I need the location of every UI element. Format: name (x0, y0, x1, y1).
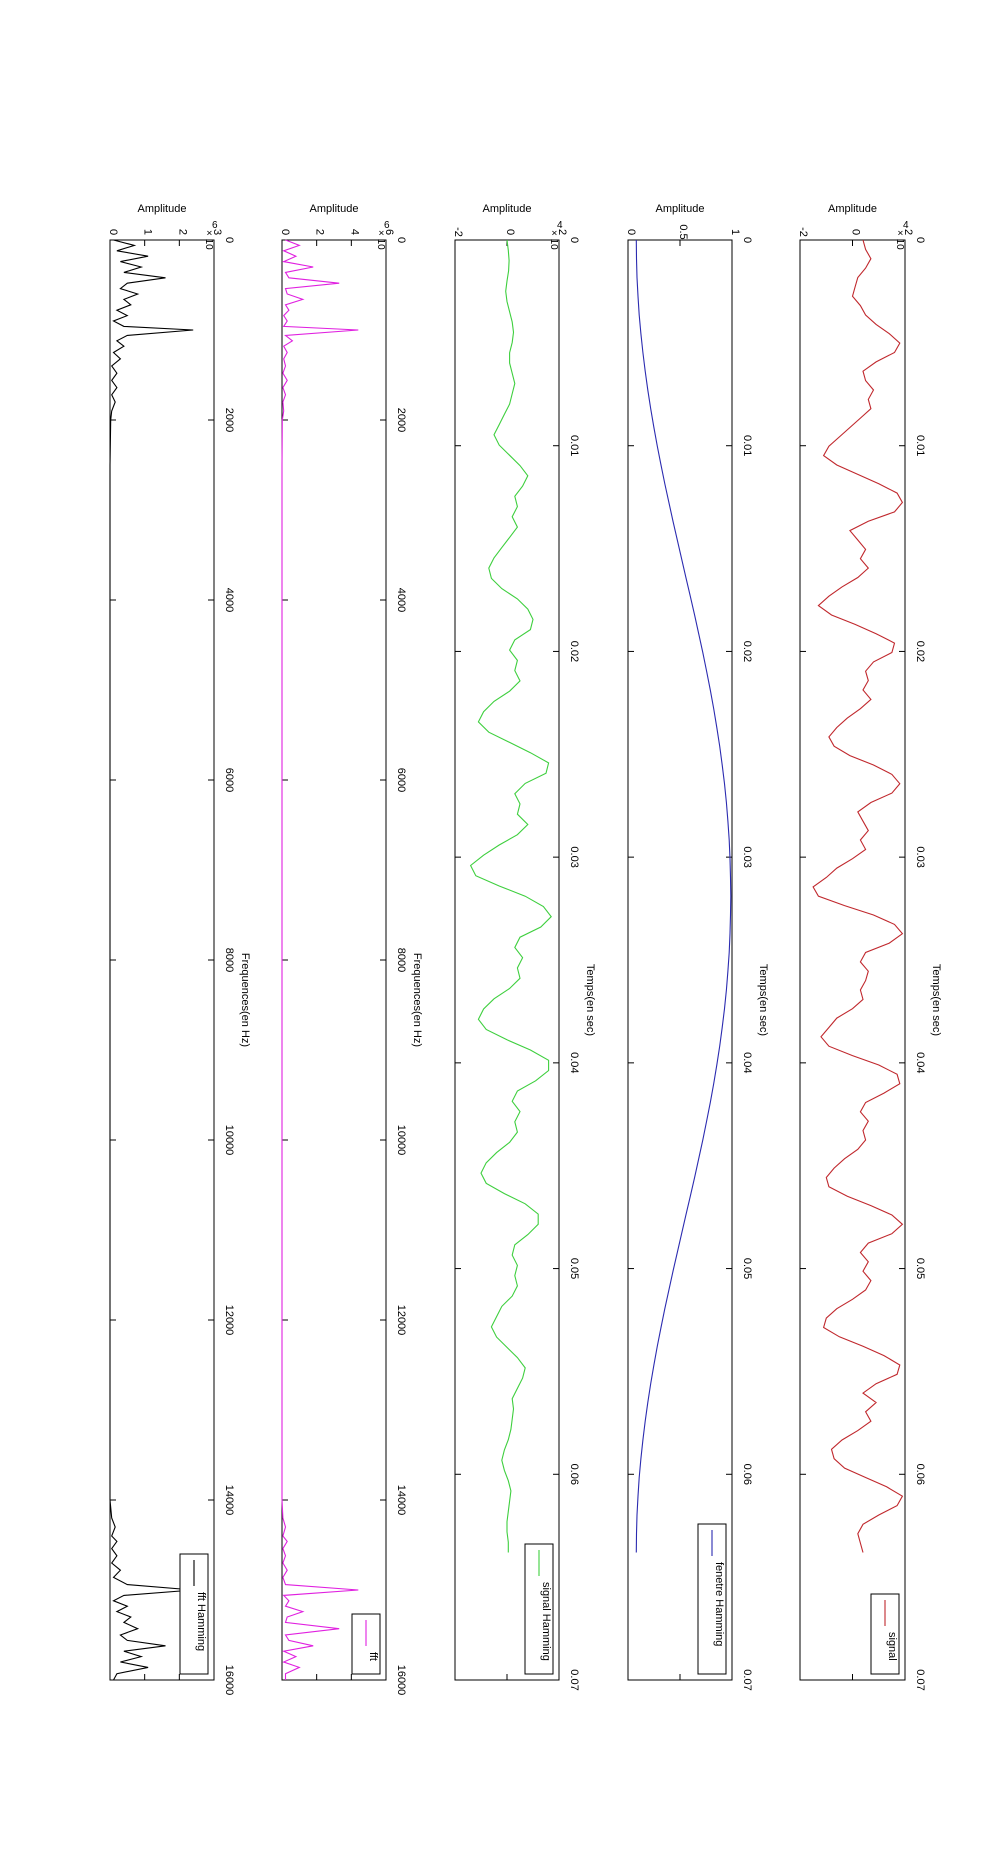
axis-exponent: × 10 (203, 230, 214, 250)
x-tick-label: 6000 (395, 768, 407, 792)
x-tick-label: 6000 (223, 768, 235, 792)
legend-box (870, 1593, 900, 1675)
y-axis-title: Amplitude (656, 203, 705, 215)
x-tick-label: 0 (914, 237, 926, 243)
x-tick-label: 0.03 (568, 846, 580, 867)
x-tick-label: 0.02 (914, 641, 926, 662)
y-tick-label: 0 (107, 229, 119, 235)
x-tick-label: 0.01 (914, 435, 926, 456)
x-tick-label: 0.07 (914, 1669, 926, 1690)
x-tick-label: 12000 (395, 1305, 407, 1336)
y-axis-title: Amplitude (310, 203, 359, 215)
axis-exponent: × 10 (375, 230, 386, 250)
legend-label: signal (886, 1632, 898, 1661)
x-tick-label: 0 (741, 237, 753, 243)
axis-exponent: × 10 (548, 230, 559, 250)
x-tick-label: 16000 (395, 1665, 407, 1696)
series-line-p3-0 (469, 239, 552, 1553)
y-tick-label: -2 (797, 227, 809, 237)
legend-label: fenetre Hamming (713, 1562, 725, 1646)
series-line-p1-0 (812, 239, 904, 1553)
panel-p4: 0 2000 4000 6000 8000 10000 12000 14000 16000 0 2 4… (279, 203, 423, 1695)
x-tick-label: 4000 (395, 588, 407, 612)
y-axis-title: Amplitude (138, 203, 187, 215)
legend-box (524, 1543, 554, 1675)
x-tick-label: 0.01 (741, 435, 753, 456)
x-axis-title: Temps(en sec) (930, 964, 942, 1036)
y-tick-label: 6 (383, 229, 395, 235)
x-tick-label: 8000 (395, 948, 407, 972)
legend-label: signal Hamming (540, 1582, 552, 1661)
x-tick-label: 0.02 (568, 641, 580, 662)
x-tick-label: 0.01 (568, 435, 580, 456)
series-line-p2-0 (635, 239, 732, 1553)
y-tick-label: 1 (142, 229, 154, 235)
axis-exponent-power: 6 (212, 220, 218, 231)
x-tick-label: 0.05 (914, 1258, 926, 1279)
x-tick-label: 0.04 (741, 1052, 753, 1073)
x-tick-label: 0.06 (741, 1464, 753, 1485)
x-tick-label: 0.05 (568, 1258, 580, 1279)
y-tick-label: 2 (314, 229, 326, 235)
y-tick-label: 2 (902, 229, 914, 235)
x-tick-label: 10000 (395, 1125, 407, 1156)
x-tick-label: 0.06 (568, 1464, 580, 1485)
x-tick-label: 2000 (395, 408, 407, 432)
series-line-p4-0 (281, 239, 359, 1680)
y-axis-title: Amplitude (483, 203, 532, 215)
panel-p3: 00.010.020.030.040.050.060.07-2 0 2× 104Am… (452, 203, 596, 1691)
y-tick-label: -2 (452, 227, 464, 237)
x-tick-label: 4000 (223, 588, 235, 612)
y-tick-label: 0 (850, 229, 862, 235)
x-tick-label: 0.03 (741, 846, 753, 867)
x-axis-title: Temps(en sec) (757, 964, 769, 1036)
series-line-p5-0 (109, 239, 194, 1681)
x-axis-title: Frequences(en Hz) (411, 953, 423, 1047)
axis-exponent-power: 4 (557, 220, 563, 231)
x-tick-label: 0.03 (914, 846, 926, 867)
x-tick-label: 0.07 (741, 1669, 753, 1690)
panel-p2: 0 0.01 0.02 0.03 0.04 0.05 0.06 0.07 0 0.5 1 Amplit… (625, 203, 769, 1691)
x-tick-label: 8000 (223, 948, 235, 972)
axis-exponent: × 10 (894, 230, 905, 250)
x-tick-label: 16000 (223, 1665, 235, 1696)
y-axis-title: Amplitude (828, 203, 877, 215)
y-tick-label: 3 (211, 229, 223, 235)
axis-exponent-power: 6 (384, 220, 390, 231)
y-tick-label: 0 (625, 229, 637, 235)
x-tick-label: 0.06 (914, 1464, 926, 1485)
x-tick-label: 0.07 (568, 1669, 580, 1690)
x-tick-label: 0 (223, 237, 235, 243)
x-tick-label: 14000 (223, 1485, 235, 1516)
y-tick-label: 0.5 (677, 224, 689, 239)
x-tick-label: 0 (568, 237, 580, 243)
legend-label: fft (367, 1652, 379, 1661)
y-tick-label: 2 (556, 229, 568, 235)
x-axis-title: Temps(en sec) (584, 964, 596, 1036)
x-tick-label: 14000 (395, 1485, 407, 1516)
x-tick-label: 0.05 (741, 1258, 753, 1279)
x-tick-label: 10000 (223, 1125, 235, 1156)
y-tick-label: 4 (348, 229, 360, 235)
legend-label: fft Hamming (195, 1592, 207, 1651)
y-tick-label: 2 (176, 229, 188, 235)
panel-p1: 00.010.020.030.040.050.060.07-2 0 2× 104Am… (797, 203, 942, 1691)
x-tick-label: 0.02 (741, 641, 753, 662)
y-tick-label: 1 (729, 229, 741, 235)
x-tick-label: 0 (395, 237, 407, 243)
x-axis-title: Frequences(en Hz) (239, 953, 251, 1047)
y-tick-label: 0 (504, 229, 516, 235)
x-tick-label: 12000 (223, 1305, 235, 1336)
x-tick-label: 0.04 (914, 1052, 926, 1073)
panel-p5: 0 2000 4000 6000 8000 10000 12000 14000 16000 0 1 2… (107, 203, 251, 1695)
axis-exponent-power: 4 (903, 220, 909, 231)
x-tick-label: 2000 (223, 408, 235, 432)
x-tick-label: 0.04 (568, 1052, 580, 1073)
y-tick-label: 0 (279, 229, 291, 235)
